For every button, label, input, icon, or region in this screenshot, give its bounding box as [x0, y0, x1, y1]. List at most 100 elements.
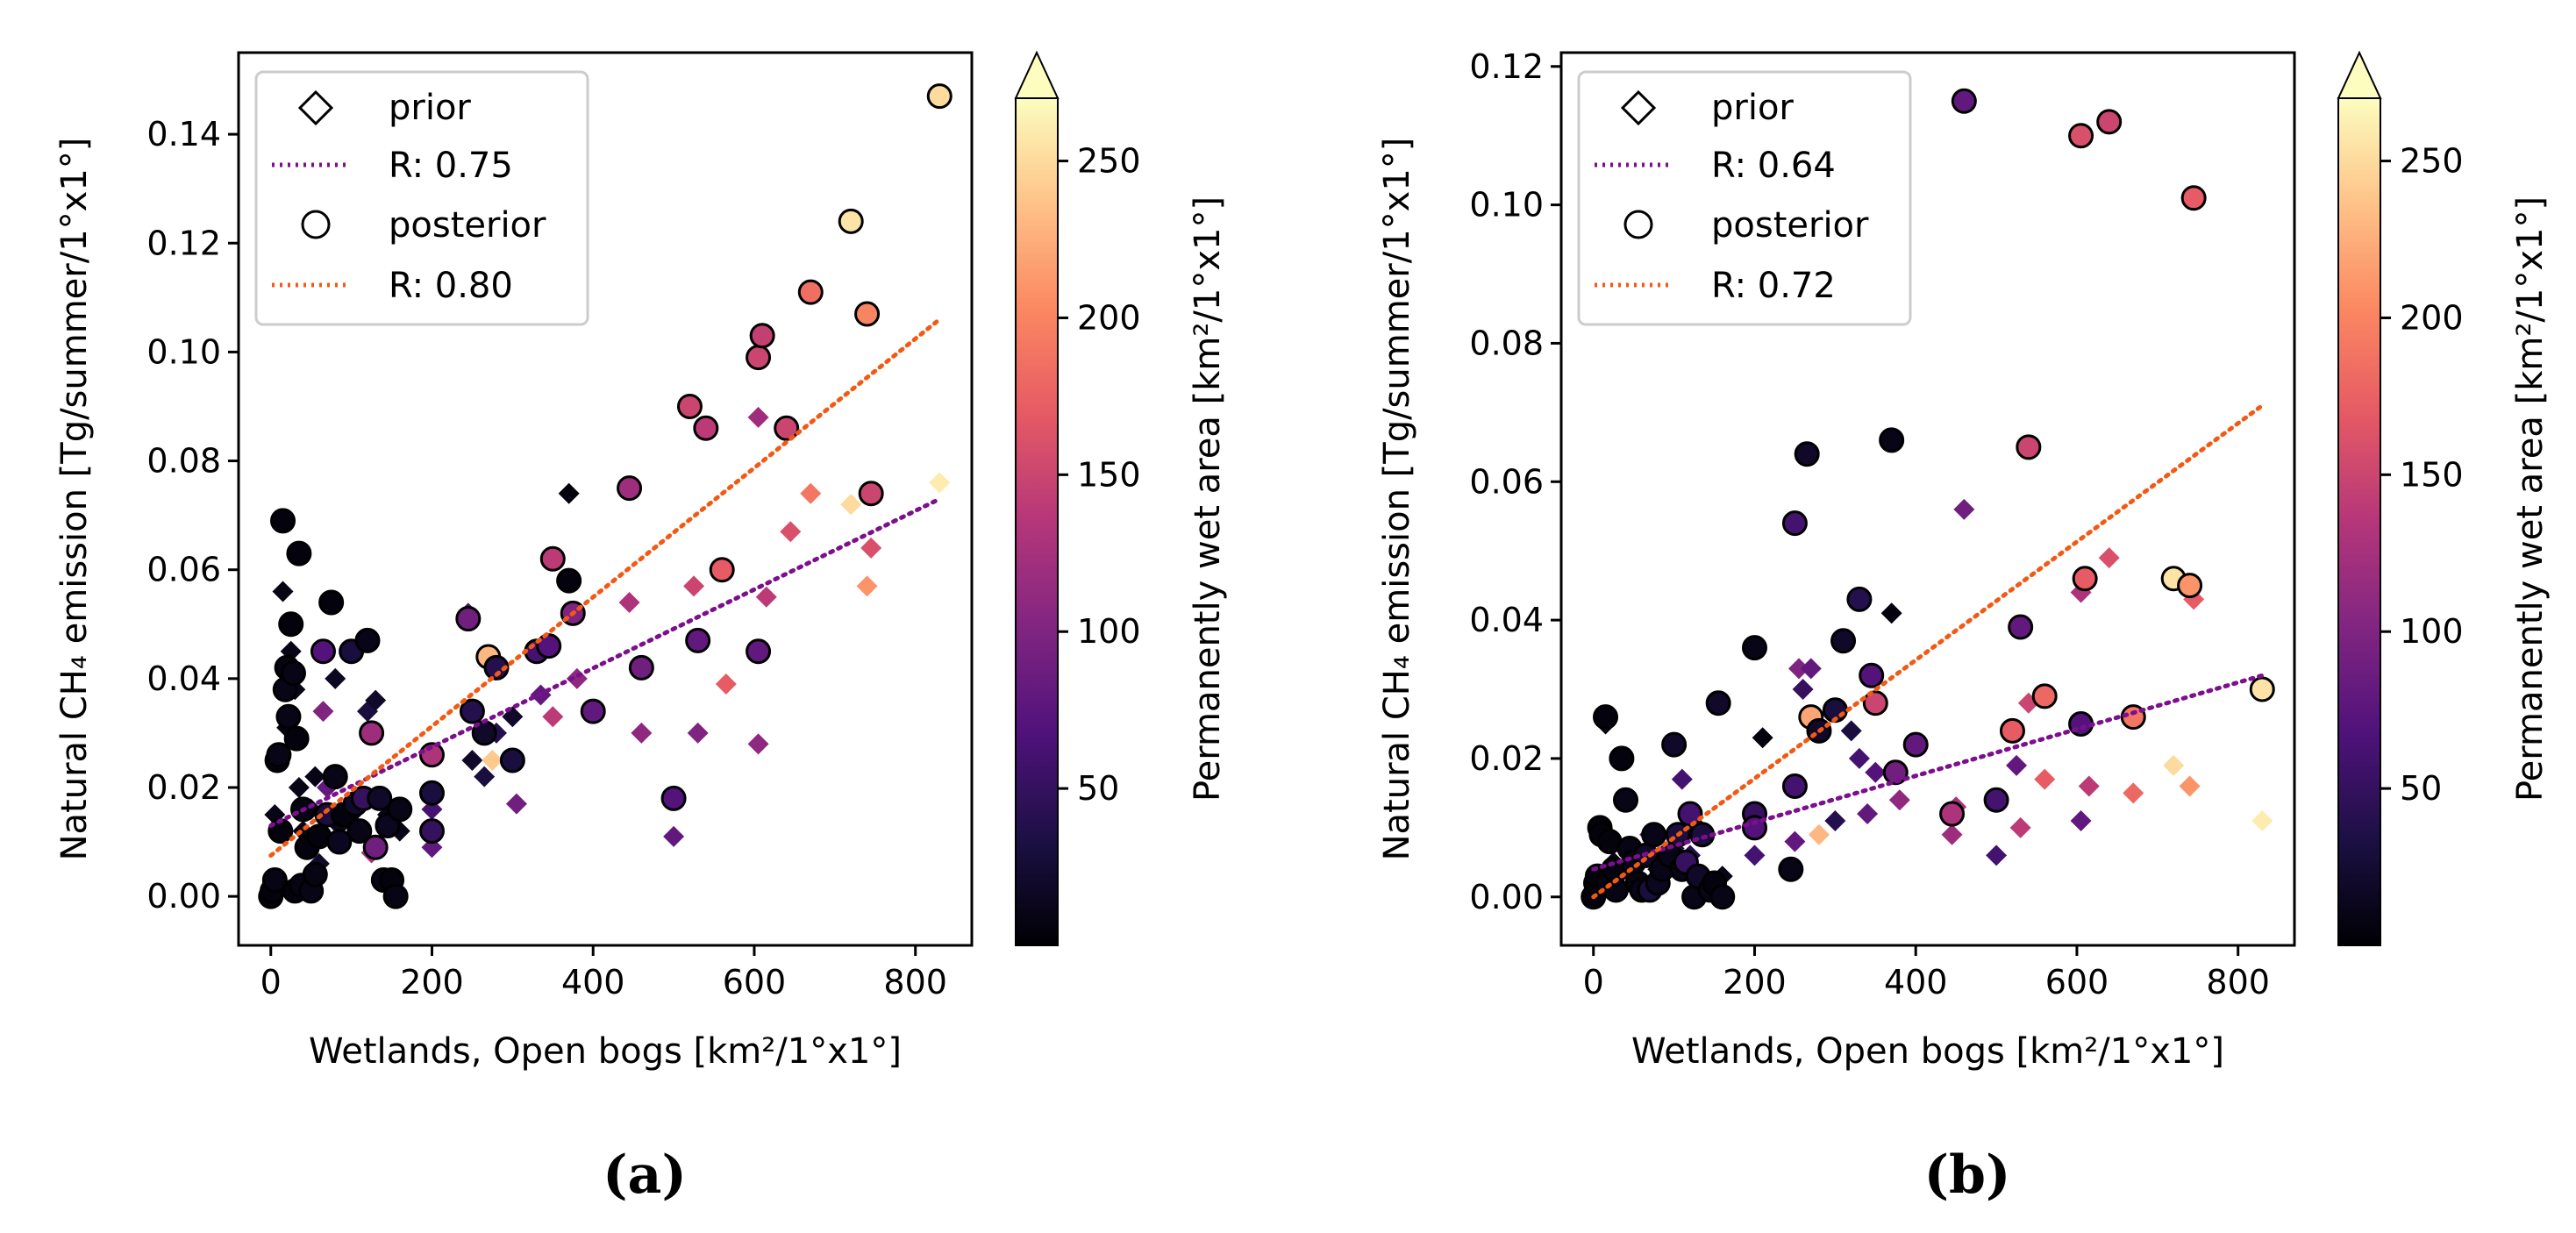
- posterior-point: [854, 301, 881, 327]
- posterior-point: [266, 742, 292, 768]
- posterior-point: [1781, 773, 1808, 799]
- posterior-point: [926, 83, 953, 110]
- legend-posterior-marker-a: [301, 210, 331, 239]
- posterior-point: [1709, 884, 1736, 910]
- posterior-point: [418, 742, 445, 768]
- posterior-point: [2249, 676, 2275, 702]
- posterior-point: [1879, 427, 1905, 453]
- prior-point: [755, 586, 777, 608]
- prior-point: [2006, 754, 2028, 776]
- y-tick-label: 0.00: [1469, 878, 1544, 916]
- posterior-point: [617, 475, 643, 502]
- y-tick-label: 0.08: [1469, 324, 1544, 362]
- posterior-point: [676, 393, 703, 419]
- prior-point: [482, 749, 503, 771]
- prior-point: [856, 575, 878, 597]
- x-tick-label: 800: [2206, 963, 2270, 1001]
- prior-point: [1857, 803, 1879, 825]
- prior-fit-line: [268, 496, 942, 828]
- prior-point: [1671, 768, 1693, 790]
- posterior-point: [2016, 434, 2042, 460]
- posterior-point: [1902, 731, 1929, 758]
- prior-point: [2078, 775, 2100, 797]
- posterior-point: [1939, 801, 1966, 827]
- x-tick-label: 0: [1583, 963, 1604, 1001]
- legend-prior-r-b: R: 0.64: [1711, 146, 1836, 186]
- prior-point: [542, 706, 564, 728]
- posterior-point: [2072, 566, 2098, 592]
- colorbar-a: 50 100 150 200 250 Permanently wet area [km²…: [1014, 50, 1228, 946]
- posterior-point: [2096, 109, 2123, 135]
- posterior-point: [1593, 704, 1619, 731]
- posterior-point: [1882, 759, 1909, 786]
- legend-prior-marker-b: [1620, 89, 1657, 126]
- x-tick-label: 200: [1723, 963, 1787, 1001]
- prior-point: [1792, 679, 1814, 701]
- prior-point: [2251, 809, 2273, 831]
- y-axis-label-b: Natural CH₄ emission [Tg/summer/1°x1°]: [1377, 138, 1417, 861]
- colorbar-extend-b: [2337, 50, 2382, 99]
- posterior-point: [709, 557, 735, 583]
- prior-point: [1800, 658, 1822, 680]
- prior-point: [1784, 830, 1806, 852]
- prior-point: [1953, 498, 1975, 520]
- legend-prior-label-b: prior: [1711, 88, 1794, 128]
- posterior-point: [1830, 628, 1857, 654]
- posterior-point: [1983, 787, 2009, 813]
- prior-point: [663, 825, 685, 847]
- posterior-point: [367, 785, 393, 811]
- posterior-point: [270, 508, 296, 534]
- prior-point: [747, 406, 769, 428]
- legend-posterior-r-b: R: 0.72: [1711, 266, 1836, 306]
- prior-point: [2070, 809, 2092, 831]
- legend-posterior-marker-b: [1623, 210, 1653, 239]
- posterior-point: [1859, 662, 1885, 688]
- colorbar-tick-label: 250: [2400, 142, 2464, 181]
- posterior-point: [2008, 614, 2034, 640]
- posterior-point: [359, 720, 385, 746]
- posterior-point: [261, 867, 288, 894]
- prior-point: [929, 472, 951, 494]
- posterior-point: [746, 345, 772, 371]
- prior-point: [683, 575, 705, 597]
- y-tick-label: 0.10: [1469, 186, 1544, 225]
- prior-point: [325, 667, 346, 689]
- prior-point: [2179, 775, 2201, 797]
- posterior-point: [418, 818, 445, 845]
- panel-label-a: (a): [603, 1144, 687, 1206]
- posterior-fit-line: [1591, 403, 2265, 900]
- prior-point: [631, 722, 653, 744]
- prior-point: [505, 793, 527, 815]
- legend-posterior-label-b: posterior: [1711, 205, 1869, 246]
- prior-point: [2009, 816, 2031, 838]
- legend-prior-r-a: R: 0.75: [389, 146, 513, 186]
- posterior-point: [1741, 815, 1767, 841]
- posterior-point: [693, 415, 719, 441]
- posterior-point: [1862, 690, 1888, 716]
- posterior-point: [1741, 635, 1767, 661]
- posterior-point: [2180, 185, 2207, 211]
- posterior-point: [1778, 856, 1804, 882]
- prior-point: [780, 521, 802, 543]
- prior-point: [860, 537, 882, 559]
- y-tick-label: 0.14: [146, 115, 221, 153]
- posterior-point: [1609, 745, 1635, 772]
- posterior-point: [746, 638, 772, 665]
- posterior-fit-line: [268, 317, 942, 859]
- x-tick-label: 400: [1884, 963, 1948, 1001]
- panel-label-b: (b): [1924, 1144, 2011, 1206]
- legend-posterior-r-a: R: 0.80: [389, 266, 513, 306]
- x-tick-label: 600: [723, 963, 787, 1001]
- y-tick-label: 0.02: [146, 768, 221, 807]
- x-tick-label: 800: [883, 963, 947, 1001]
- posterior-point: [660, 785, 687, 811]
- posterior-point: [275, 703, 302, 730]
- prior-point: [1744, 845, 1766, 866]
- posterior-point: [326, 829, 353, 855]
- y-tick-label: 0.04: [146, 659, 221, 698]
- colorbar-b: 50 100 150 200 250 Permanently wet area [km²…: [2337, 50, 2551, 946]
- y-tick-label: 0.10: [146, 332, 221, 371]
- panel-b: 0 200 400 600 800 0.00 0.02 0.04 0.06 0.08 0.10 0.…: [1377, 47, 2551, 1206]
- y-axis-label-a: Natural CH₄ emission [Tg/summer/1°x1°]: [54, 138, 95, 861]
- prior-point: [2163, 754, 2185, 776]
